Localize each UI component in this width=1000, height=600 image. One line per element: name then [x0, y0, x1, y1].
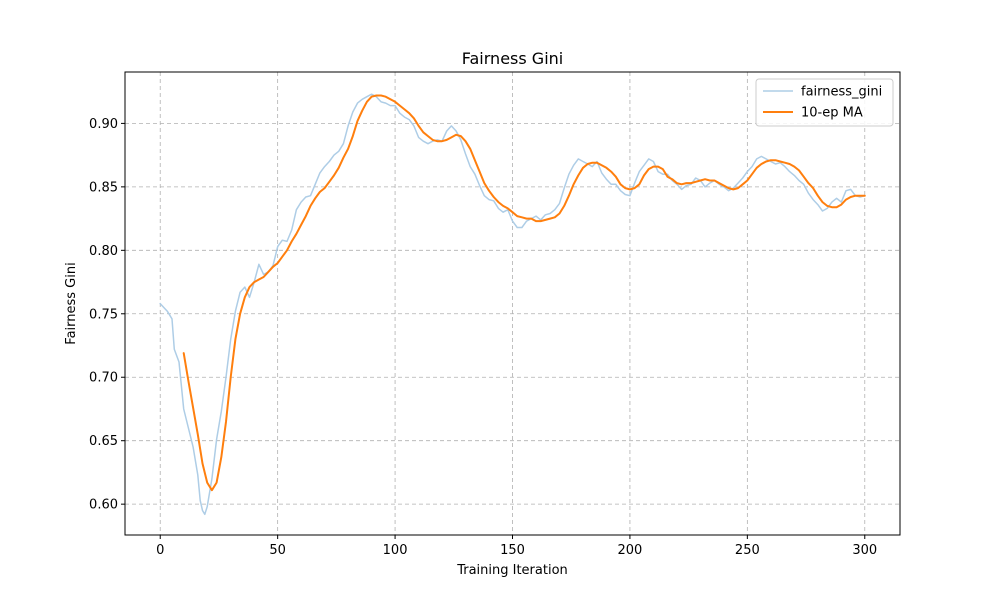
- y-tick-label: 0.65: [89, 434, 118, 449]
- x-tick-label: 250: [735, 543, 760, 558]
- y-tick-label: 0.80: [89, 244, 118, 259]
- chart-title: Fairness Gini: [462, 49, 563, 68]
- x-tick-label: 50: [269, 543, 286, 558]
- x-tick-label: 0: [156, 543, 164, 558]
- legend-label-fairness-gini: fairness_gini: [801, 85, 882, 100]
- legend-label-moving-average: 10-ep MA: [801, 106, 863, 121]
- x-tick-label: 100: [383, 543, 408, 558]
- x-tick-label: 150: [500, 543, 525, 558]
- x-axis-label: Training Iteration: [456, 563, 568, 578]
- y-tick-label: 0.75: [89, 307, 118, 322]
- y-tick-label: 0.60: [89, 498, 118, 513]
- axis-ticks: 0 50 100 150 200 250 300 0.60 0.65 0.70 0.75 0.80 0.…: [89, 117, 877, 558]
- y-tick-label: 0.90: [89, 117, 118, 132]
- x-tick-label: 200: [618, 543, 643, 558]
- x-tick-label: 300: [852, 543, 877, 558]
- y-axis-label: Fairness Gini: [64, 262, 79, 344]
- legend: fairness_gini 10-ep MA: [755, 78, 894, 127]
- y-tick-label: 0.85: [89, 180, 118, 195]
- grid: [125, 72, 900, 535]
- series-layer: [159, 93, 866, 516]
- series-line-moving-average: [182, 94, 866, 492]
- y-tick-label: 0.70: [89, 371, 118, 386]
